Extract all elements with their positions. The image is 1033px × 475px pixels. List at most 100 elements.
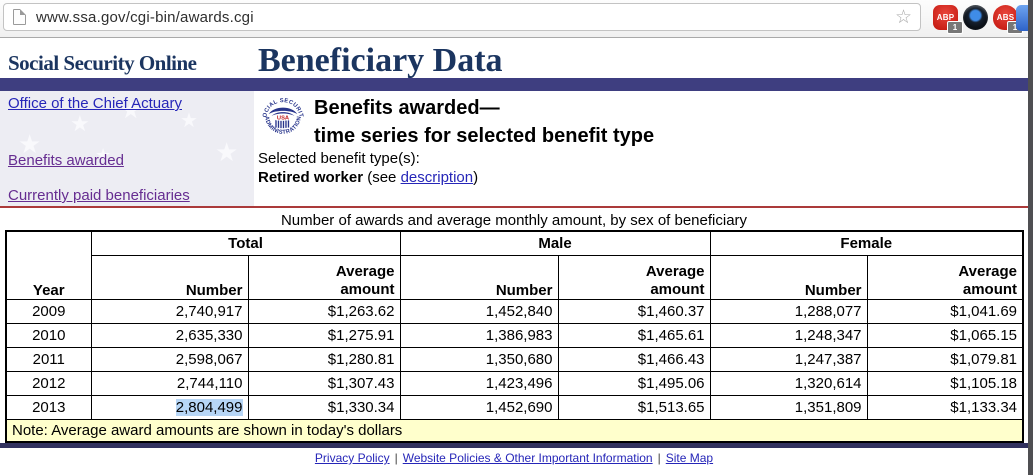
total-average-cell: $1,307.43 bbox=[247, 370, 401, 396]
sidebar-link-benefits-awarded[interactable]: Benefits awarded bbox=[8, 152, 124, 169]
see-open: (see bbox=[367, 169, 401, 186]
table-row: 2011 2,598,067 $1,280.81 1,350,680 $1,46… bbox=[5, 346, 1024, 372]
url-text[interactable]: www.ssa.gov/cgi-bin/awards.cgi bbox=[36, 8, 254, 26]
selected-benefit-value: Retired worker (see description) bbox=[258, 169, 478, 186]
footer-separator: | bbox=[657, 451, 661, 465]
ssa-seal-logo: SOCIAL SECURITY ADMINISTRATION USA bbox=[259, 93, 307, 141]
red-divider bbox=[0, 206, 1028, 208]
bookmark-star-icon[interactable] bbox=[895, 8, 912, 27]
sidebar-link-office-of-chief-actuary[interactable]: Office of the Chief Actuary bbox=[8, 95, 182, 112]
male-average-cell: $1,460.37 bbox=[557, 298, 711, 324]
female-number-header: Number bbox=[709, 254, 868, 300]
browser-toolbar: www.ssa.gov/cgi-bin/awards.cgi ABP 1 ABS… bbox=[0, 0, 1033, 38]
avg-line1: Average bbox=[645, 262, 705, 280]
site-map-link[interactable]: Site Map bbox=[665, 451, 714, 465]
total-average-cell: $1,275.91 bbox=[247, 322, 401, 348]
main-content: SOCIAL SECURITY ADMINISTRATION USA Benef… bbox=[254, 91, 1028, 206]
sidebar: Office of the Chief Actuary Benefits awa… bbox=[0, 91, 254, 206]
sidebar-link-currently-paid-beneficiaries[interactable]: Currently paid beneficiaries bbox=[8, 187, 190, 204]
male-number-cell: 1,350,680 bbox=[399, 346, 559, 372]
adblock-super-extension-icon[interactable]: ABS 1 bbox=[993, 5, 1023, 34]
total-number-header: Number bbox=[90, 254, 249, 300]
table-note: Note: Average award amounts are shown in… bbox=[5, 418, 1024, 443]
main-heading-line2: time series for selected benefit type bbox=[314, 125, 655, 147]
avg-line2: amount bbox=[340, 280, 395, 298]
female-number-cell: 1,320,614 bbox=[709, 370, 868, 396]
year-cell: 2011 bbox=[5, 346, 92, 372]
see-close: ) bbox=[473, 169, 479, 186]
table-row: 2010 2,635,330 $1,275.91 1,386,983 $1,46… bbox=[5, 322, 1024, 348]
male-number-cell: 1,452,840 bbox=[399, 298, 559, 324]
male-number-cell: 1,452,690 bbox=[399, 394, 559, 420]
female-average-cell: $1,041.69 bbox=[866, 298, 1024, 324]
female-number-cell: 1,351,809 bbox=[709, 394, 868, 420]
female-number-cell: 1,288,077 bbox=[709, 298, 868, 324]
female-average-header: Average amount bbox=[866, 254, 1024, 300]
total-average-cell: $1,280.81 bbox=[247, 346, 401, 372]
male-average-cell: $1,495.06 bbox=[557, 370, 711, 396]
female-average-cell: $1,065.15 bbox=[866, 322, 1024, 348]
table-group-header-row: Year Total Male Female bbox=[5, 230, 1024, 300]
male-number-cell: 1,386,983 bbox=[399, 322, 559, 348]
abp-label: ABP bbox=[936, 13, 955, 22]
star-watermark bbox=[215, 139, 238, 165]
male-average-cell: $1,466.43 bbox=[557, 346, 711, 372]
total-group-header: Total bbox=[90, 230, 401, 256]
privacy-policy-link[interactable]: Privacy Policy bbox=[314, 451, 390, 465]
website-policies-link[interactable]: Website Policies & Other Important Infor… bbox=[402, 451, 653, 465]
year-column-header: Year bbox=[5, 230, 92, 300]
adblock-plus-extension-icon[interactable]: ABP 1 bbox=[933, 5, 963, 34]
circle-icon bbox=[963, 5, 988, 30]
female-average-cell: $1,105.18 bbox=[866, 370, 1024, 396]
table-row: 2012 2,744,110 $1,307.43 1,423,496 $1,49… bbox=[5, 370, 1024, 396]
table-note-row: Note: Average award amounts are shown in… bbox=[5, 418, 1024, 443]
window-edge bbox=[1028, 0, 1033, 475]
male-number-cell: 1,423,496 bbox=[399, 370, 559, 396]
table-row: 2013 2,804,499 $1,330.34 1,452,690 $1,51… bbox=[5, 394, 1024, 420]
star-watermark bbox=[180, 111, 198, 131]
page-icon bbox=[13, 9, 26, 25]
table-caption: Number of awards and average monthly amo… bbox=[280, 212, 748, 229]
description-link[interactable]: description bbox=[400, 169, 474, 186]
total-number-cell: 2,740,917 bbox=[90, 298, 249, 324]
abs-label: ABS bbox=[996, 13, 1015, 22]
footer-links: Privacy Policy | Website Policies & Other … bbox=[0, 451, 1028, 465]
year-cell: 2013 bbox=[5, 394, 92, 420]
total-number-cell-highlighted: 2,804,499 bbox=[90, 394, 249, 420]
female-number-cell: 1,248,347 bbox=[709, 322, 868, 348]
female-average-cell: $1,133.34 bbox=[866, 394, 1024, 420]
total-number-cell: 2,598,067 bbox=[90, 346, 249, 372]
selected-text: 2,804,499 bbox=[175, 398, 243, 416]
male-average-header: Average amount bbox=[557, 254, 711, 300]
table-subheader-row: Number Average amount Number Average amoun… bbox=[6, 254, 1024, 300]
total-number-cell: 2,635,330 bbox=[90, 322, 249, 348]
avg-line2: amount bbox=[962, 280, 1018, 298]
female-group-header: Female bbox=[709, 230, 1024, 256]
main-heading: Benefits awarded— time series for select… bbox=[314, 94, 654, 150]
female-number-cell: 1,247,387 bbox=[709, 346, 868, 372]
male-number-header: Number bbox=[399, 254, 559, 300]
year-cell: 2010 bbox=[5, 322, 92, 348]
male-group-header: Male bbox=[399, 230, 711, 256]
star-watermark bbox=[70, 113, 90, 135]
year-cell: 2009 bbox=[5, 298, 92, 324]
accent-bar bbox=[0, 78, 1028, 91]
footer-bar bbox=[0, 443, 1028, 448]
awards-table: Year Total Male Female Number Average amo… bbox=[5, 230, 1025, 443]
partial-extension-icon[interactable] bbox=[1016, 5, 1030, 31]
male-average-cell: $1,465.61 bbox=[557, 322, 711, 348]
year-cell: 2012 bbox=[5, 370, 92, 396]
seal-usa-text: USA bbox=[277, 115, 289, 121]
avg-line1: Average bbox=[958, 262, 1018, 280]
selected-benefit-label: Selected benefit type(s): bbox=[258, 150, 420, 167]
male-average-cell: $1,513.65 bbox=[557, 394, 711, 420]
total-average-header: Average amount bbox=[247, 254, 401, 300]
avg-line2: amount bbox=[650, 280, 705, 298]
masthead: Social Security Online Beneficiary Data bbox=[0, 38, 1028, 79]
benefit-type: Retired worker bbox=[258, 169, 364, 186]
media-extension-icon[interactable] bbox=[963, 5, 989, 31]
address-bar[interactable]: www.ssa.gov/cgi-bin/awards.cgi bbox=[3, 3, 921, 31]
female-average-cell: $1,079.81 bbox=[866, 346, 1024, 372]
abp-badge: 1 bbox=[947, 21, 963, 34]
page-title: Beneficiary Data bbox=[258, 42, 503, 79]
